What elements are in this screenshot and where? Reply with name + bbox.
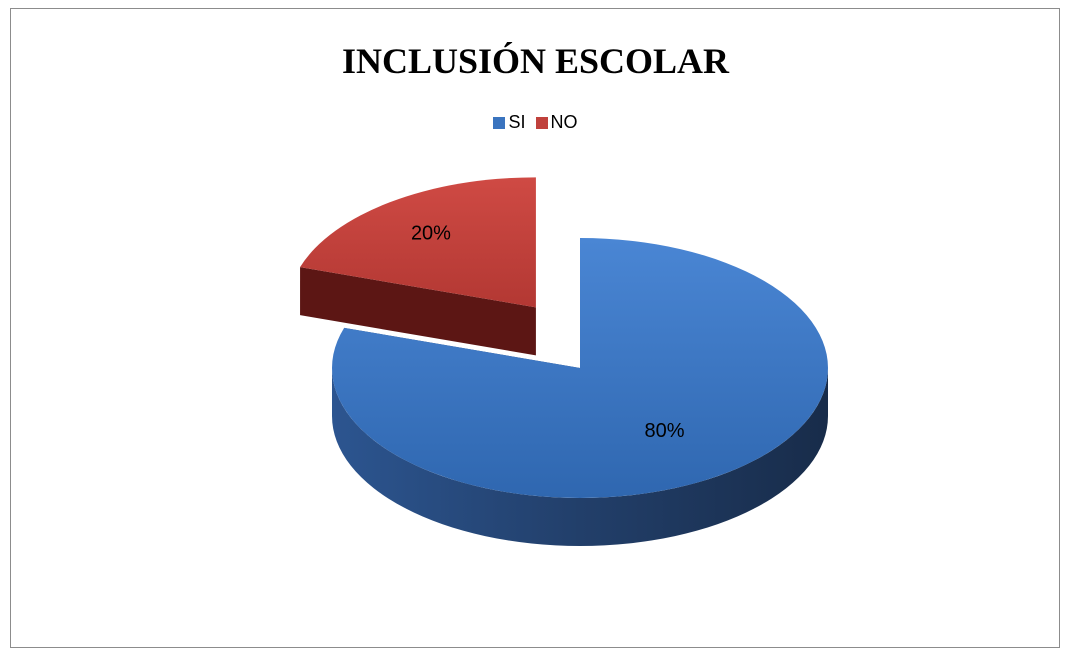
slice-no (300, 177, 536, 355)
pie-chart: 80% 20% (0, 0, 1071, 622)
data-label-no: 20% (411, 223, 451, 245)
data-label-si: 80% (645, 420, 685, 442)
